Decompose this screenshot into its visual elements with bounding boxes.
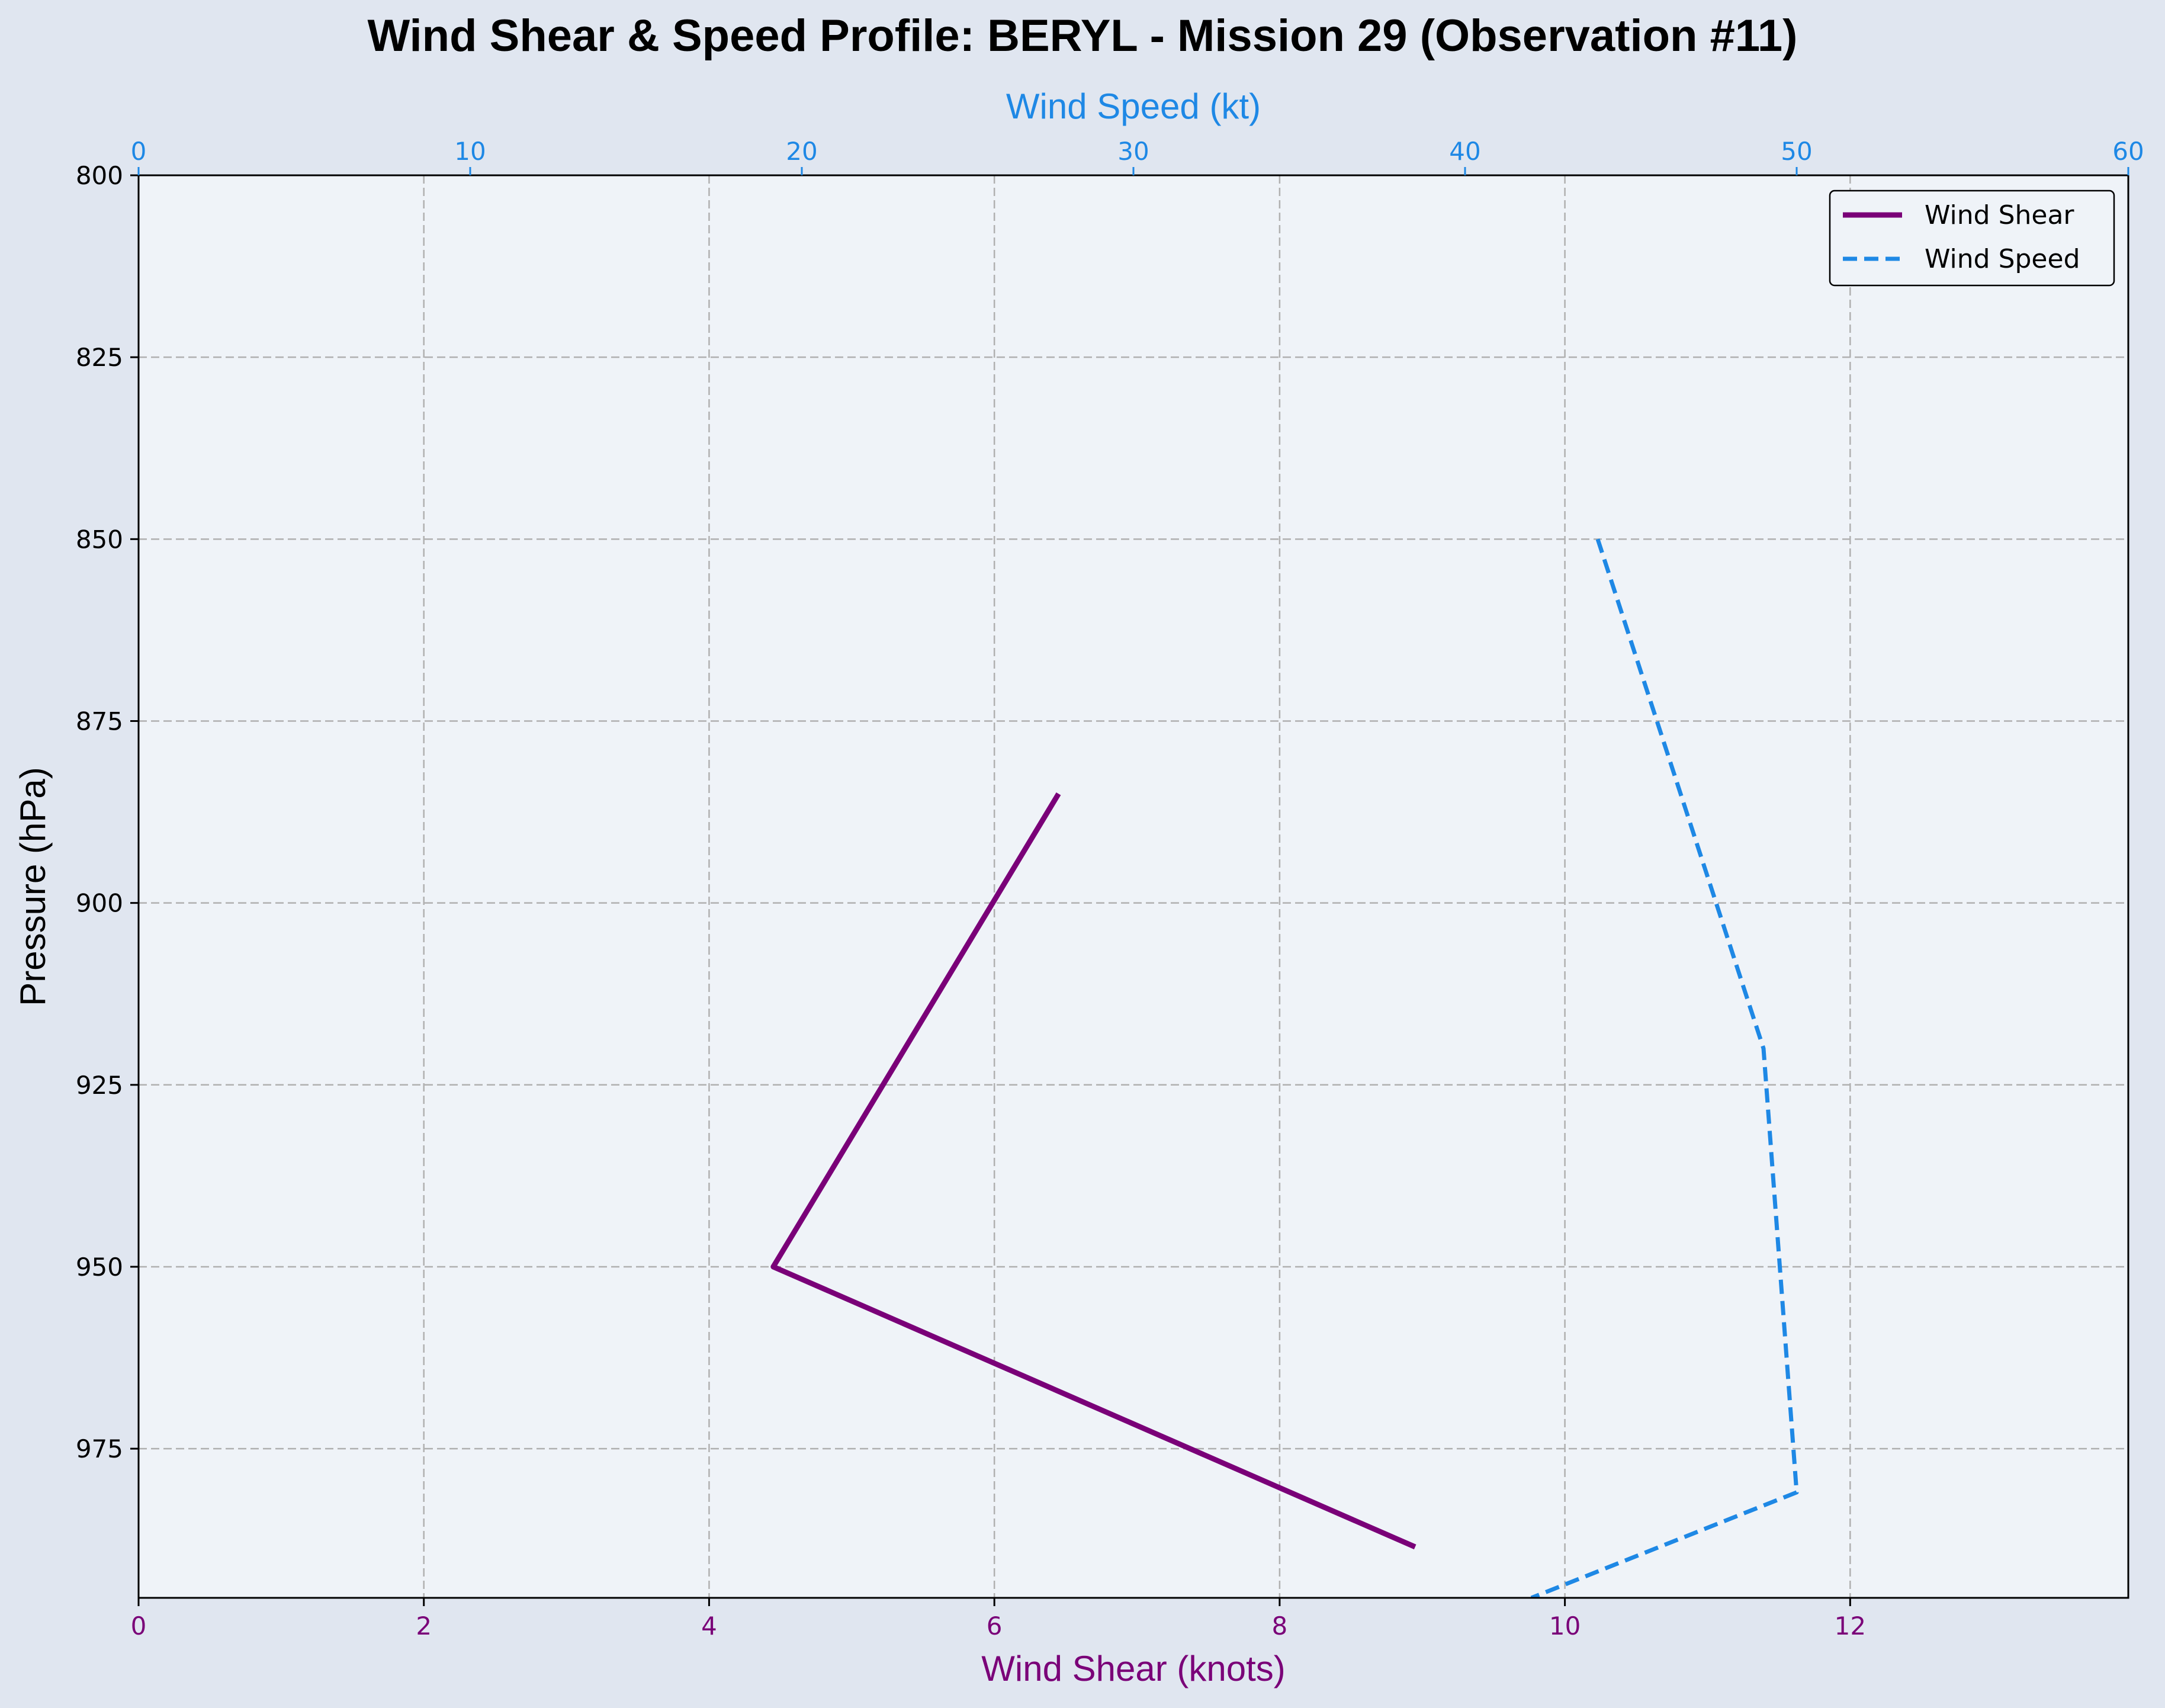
x-bottom-tick-label: 4 (701, 1611, 717, 1640)
series-line-wind-speed (1530, 538, 1799, 1598)
legend: Wind Shear Wind Speed (1829, 190, 2115, 287)
x-top-tick-label: 10 (454, 137, 486, 166)
y-tick-label: 925 (76, 1071, 123, 1100)
y-tick-label: 900 (76, 889, 123, 918)
y-tick-label: 950 (76, 1253, 123, 1282)
legend-label-wind-shear: Wind Shear (1925, 200, 2074, 230)
y-tick-label: 825 (76, 343, 123, 372)
x-bottom-tick-label: 8 (1272, 1611, 1288, 1640)
x-top-tick-label: 40 (1449, 137, 1480, 166)
x-top-tick-label: 20 (786, 137, 817, 166)
y-axis-label: Pressure (hPa) (13, 767, 53, 1006)
y-tick-label: 800 (76, 161, 123, 190)
legend-label-wind-speed: Wind Speed (1925, 244, 2080, 274)
x-top-tick-label: 0 (131, 137, 147, 166)
y-tick-label: 875 (76, 707, 123, 736)
plot-area (139, 175, 2128, 1598)
x-bottom-tick-label: 12 (1835, 1611, 1866, 1640)
y-tick-label: 850 (76, 525, 123, 554)
series (770, 538, 1799, 1598)
x-top-tick-label: 50 (1781, 137, 1812, 166)
ticks: 800 825 850 875 900 925 950 975 0 2 4 6 8 10 12 0 10 20 30… (76, 137, 2144, 1640)
x-axis-top-label: Wind Speed (kt) (1006, 86, 1261, 126)
x-top-tick-label: 60 (2112, 137, 2144, 166)
x-top-tick-label: 30 (1117, 137, 1149, 166)
x-bottom-tick-label: 2 (416, 1611, 432, 1640)
x-bottom-tick-label: 6 (987, 1611, 1003, 1640)
x-axis-bottom-label: Wind Shear (knots) (981, 1649, 1286, 1688)
y-tick-label: 975 (76, 1434, 123, 1463)
chart-title: Wind Shear & Speed Profile: BERYL - Miss… (367, 11, 1797, 61)
x-bottom-tick-label: 0 (131, 1611, 147, 1640)
x-bottom-tick-label: 10 (1549, 1611, 1581, 1640)
